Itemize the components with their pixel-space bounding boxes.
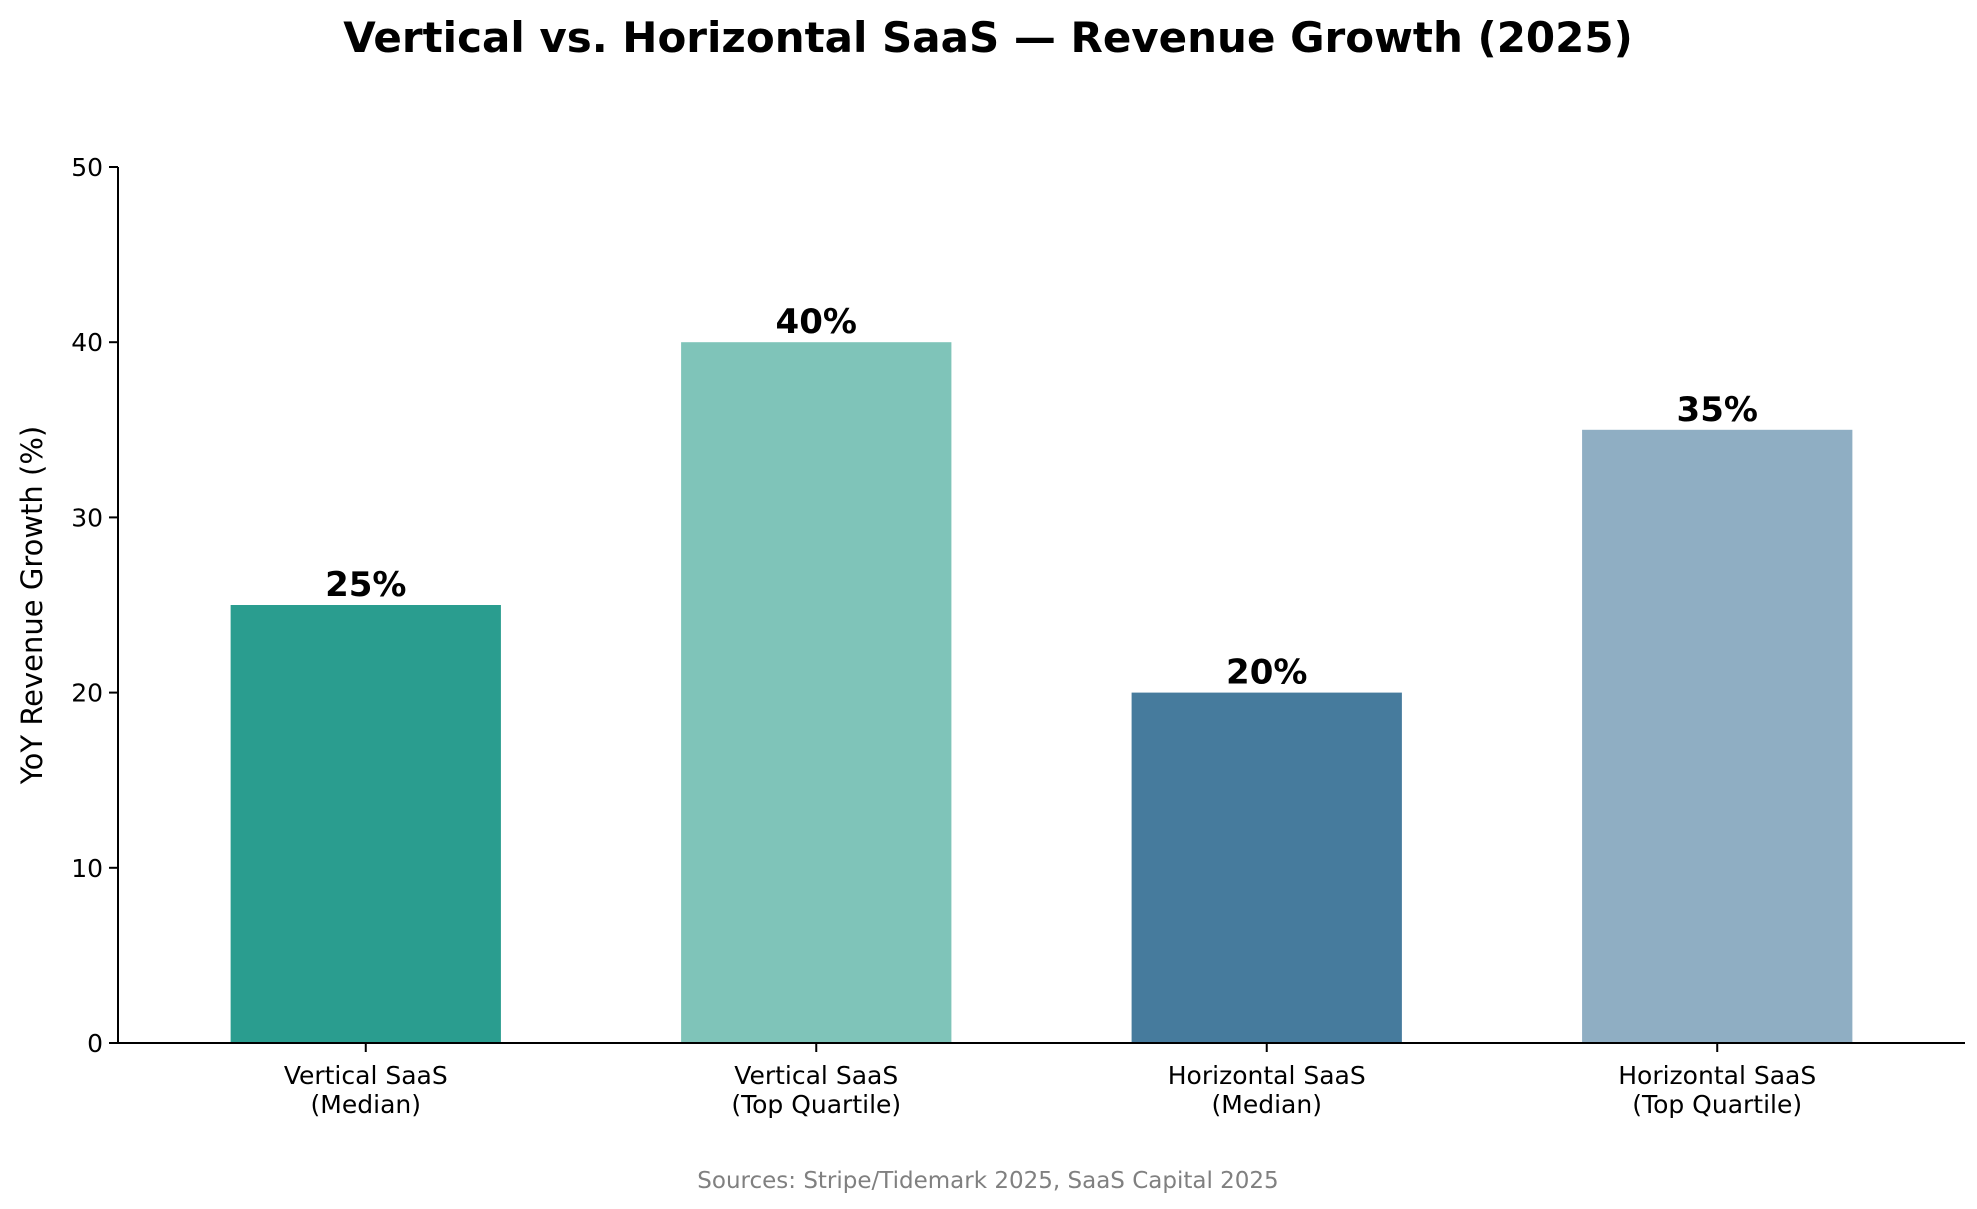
x-tick-label-3-line-1: Horizontal SaaS: [1168, 1061, 1366, 1090]
y-axis-label: YoY Revenue Growth (%): [15, 426, 49, 785]
y-axis-label-group: YoY Revenue Growth (%): [15, 426, 49, 785]
bar-value-label-3: 20%: [1226, 653, 1307, 693]
bar-value-label-4: 35%: [1677, 390, 1758, 430]
value-labels-group: 25% 40% 20% 35%: [325, 302, 1758, 692]
bar-1: [230, 605, 501, 1043]
y-tick-label-30: 30: [71, 503, 103, 532]
bar-4: [1582, 429, 1853, 1043]
x-tick-label-4-line-2: (Top Quartile): [1632, 1090, 1802, 1119]
y-tick-label-40: 40: [71, 328, 103, 357]
y-tick-label-10: 10: [71, 854, 103, 883]
bar-2: [681, 342, 952, 1043]
source-note: Sources: Stripe/Tidemark 2025, SaaS Capi…: [697, 1168, 1278, 1194]
x-tick-label-3-line-2: (Median): [1212, 1090, 1322, 1119]
x-tick-label-2-line-2: (Top Quartile): [731, 1090, 901, 1119]
bar-3: [1131, 692, 1402, 1043]
x-tick-label-1-line-2: (Median): [311, 1090, 421, 1119]
x-tick-label-2-line-1: Vertical SaaS: [734, 1061, 898, 1090]
y-tick-label-20: 20: [71, 679, 103, 708]
y-tick-label-50: 50: [71, 153, 103, 182]
chart-title: Vertical vs. Horizontal SaaS — Revenue G…: [343, 13, 1633, 62]
bars-group: [230, 342, 1853, 1043]
x-tick-label-1-line-1: Vertical SaaS: [284, 1061, 448, 1090]
bar-value-label-2: 40%: [776, 302, 857, 342]
bar-value-label-1: 25%: [325, 565, 406, 605]
x-tick-label-4-line-1: Horizontal SaaS: [1618, 1061, 1816, 1090]
x-ticks-group: Vertical SaaS(Median)Vertical SaaS(Top Q…: [284, 1043, 1816, 1119]
y-ticks-group: 0 10 20 30 40 50: [71, 153, 118, 1058]
y-tick-label-0: 0: [87, 1029, 103, 1058]
